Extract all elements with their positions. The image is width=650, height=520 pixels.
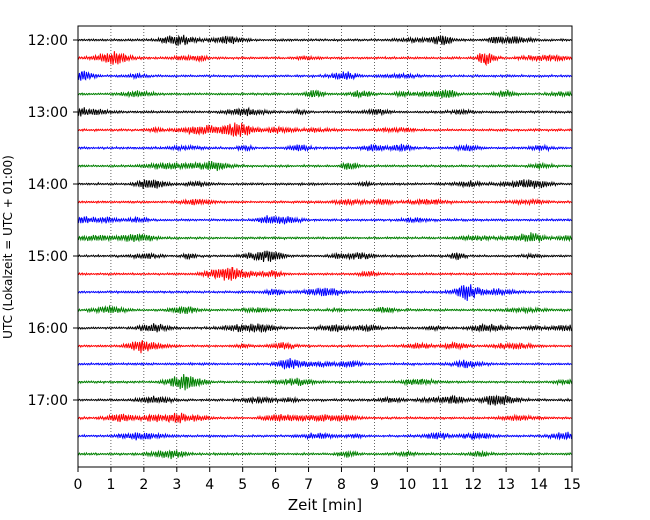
trace-22 [77,412,572,424]
trace-19 [77,358,572,370]
y-axis: 12:00 13:00 14:00 15:00 16:00 17:00 [28,33,78,409]
trace-16 [77,304,572,315]
trace-5 [77,106,572,117]
trace-18 [77,340,572,354]
x-tick-label-4: 4 [205,477,214,493]
x-tick-label-6: 6 [271,477,280,493]
x-tick-label-13: 13 [497,477,515,493]
y-tick-label-15:00: 15:00 [28,249,68,265]
trace-15 [77,284,572,301]
trace-6 [77,122,572,137]
x-axis: 0 1 2 3 4 5 6 7 8 9 10 11 12 13 14 15 [74,467,581,493]
trace-10 [77,197,572,207]
x-tick-label-11: 11 [431,477,449,493]
trace-1 [77,34,572,47]
trace-24 [77,449,572,460]
trace-4 [77,89,572,99]
trace-9 [77,179,572,189]
trace-7 [77,143,572,153]
x-tick-label-15: 15 [563,477,581,493]
trace-14 [77,266,572,281]
y-tick-label-17:00: 17:00 [28,393,68,409]
x-tick-label-12: 12 [464,477,482,493]
x-tick-label-5: 5 [238,477,247,493]
trace-20 [77,374,572,391]
y-axis-title: UTC (Lokalzeit = UTC + 01:00) [1,155,15,339]
seismic-traces [77,34,572,460]
x-tick-label-8: 8 [337,477,346,493]
y-tick-label-13:00: 13:00 [28,105,68,121]
trace-11 [77,215,572,225]
trace-17 [77,322,572,333]
x-tick-label-3: 3 [172,477,181,493]
trace-3 [77,70,572,81]
x-tick-label-0: 0 [74,477,83,493]
x-tick-label-7: 7 [304,477,313,493]
y-tick-label-16:00: 16:00 [28,321,68,337]
trace-13 [77,250,572,262]
trace-12 [77,232,572,243]
y-tick-label-12:00: 12:00 [28,33,68,49]
x-axis-title: Zeit [min] [288,496,362,514]
trace-21 [77,394,572,406]
x-tick-label-9: 9 [370,477,379,493]
trace-2 [77,51,572,67]
trace-23 [77,431,572,441]
x-tick-label-1: 1 [106,477,115,493]
trace-8 [77,160,572,172]
x-tick-label-10: 10 [398,477,416,493]
y-tick-label-14:00: 14:00 [28,177,68,193]
plot-frame [77,25,573,468]
x-tick-label-14: 14 [530,477,548,493]
x-tick-label-2: 2 [139,477,148,493]
